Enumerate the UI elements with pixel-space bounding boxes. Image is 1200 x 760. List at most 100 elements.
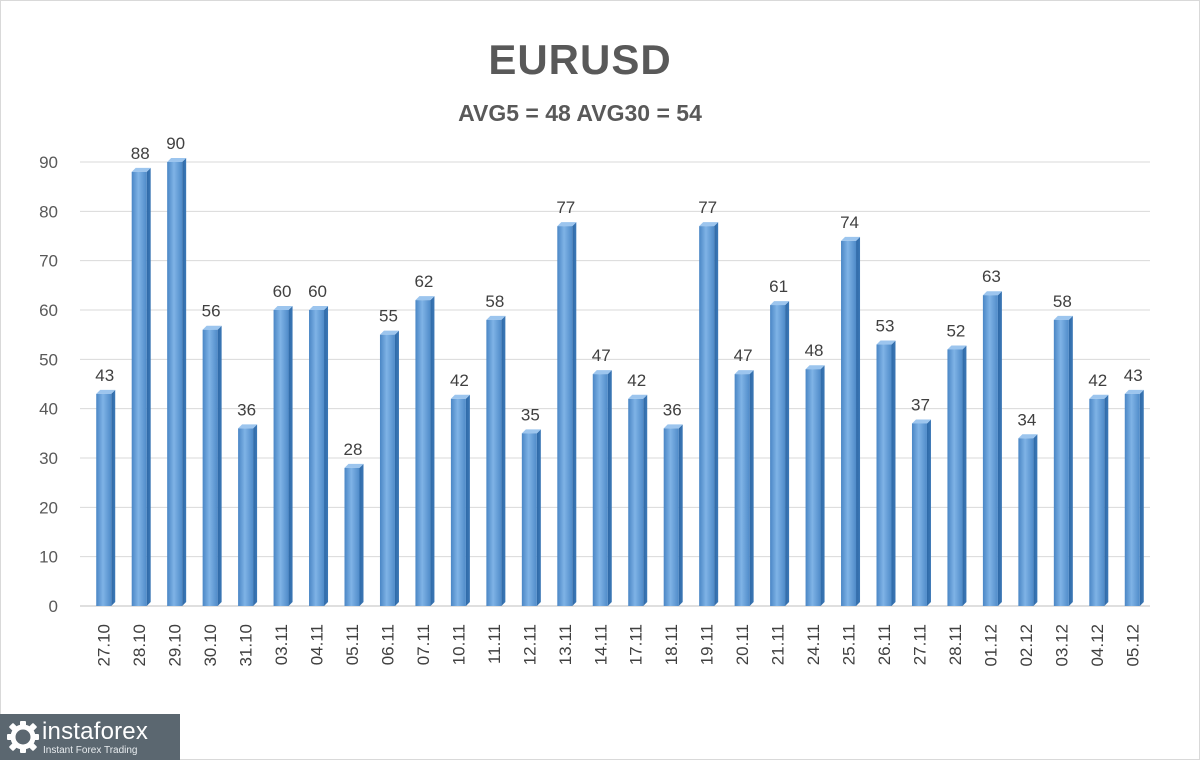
bar (1018, 434, 1038, 606)
y-tick-label: 60 (39, 301, 58, 320)
data-label: 47 (734, 346, 753, 365)
bar (167, 158, 187, 606)
data-label: 34 (1017, 410, 1036, 429)
data-label: 55 (379, 307, 398, 326)
x-tick-label: 03.12 (1052, 624, 1071, 667)
bar (841, 236, 861, 606)
x-tick-label: 27.11 (910, 624, 929, 665)
y-tick-label: 0 (49, 597, 58, 616)
data-labels: 43 88 90 56 36 60 60 28 55 62 42 58 35 77 47 42 36 77 47 61… (95, 134, 1142, 459)
data-label: 52 (946, 321, 965, 340)
data-label: 48 (805, 341, 824, 360)
bar (521, 429, 541, 606)
chart-title: EURUSD (488, 36, 672, 83)
x-tick-label: 26.11 (875, 624, 894, 665)
data-label: 77 (698, 198, 717, 217)
bar (663, 424, 683, 606)
data-label: 43 (1124, 366, 1143, 385)
x-tick-label: 10.11 (449, 624, 468, 665)
x-tick-label: 05.12 (1123, 624, 1142, 667)
bar (344, 463, 364, 606)
x-tick-label: 12.11 (520, 624, 539, 665)
x-tick-label: 21.11 (769, 624, 788, 665)
data-label: 28 (344, 440, 363, 459)
data-label: 74 (840, 213, 859, 232)
watermark-name: instaforex (42, 718, 149, 745)
bar (805, 365, 825, 606)
bar (202, 325, 222, 606)
y-tick-label: 40 (39, 400, 58, 419)
data-label: 62 (414, 272, 433, 291)
gear-logo-icon (7, 721, 39, 753)
data-label: 56 (202, 302, 221, 321)
x-tick-label: 24.11 (804, 624, 823, 665)
bar (238, 424, 258, 606)
data-label: 36 (237, 400, 256, 419)
x-tick-label: 28.10 (130, 624, 149, 667)
bar (379, 330, 399, 606)
bar (1053, 315, 1073, 606)
bar (699, 222, 719, 606)
x-tick-label: 06.11 (378, 624, 397, 665)
data-label: 60 (308, 282, 327, 301)
data-label: 77 (556, 198, 575, 217)
x-tick-label: 29.10 (166, 624, 185, 667)
bar (415, 296, 435, 606)
x-tick-label: 05.11 (343, 624, 362, 665)
data-label: 37 (911, 395, 930, 414)
x-tick-label: 20.11 (733, 624, 752, 665)
bar (131, 167, 151, 606)
data-label: 88 (131, 144, 150, 163)
bar (1089, 394, 1109, 606)
x-tick-label: 18.11 (662, 624, 681, 665)
data-label: 47 (592, 346, 611, 365)
bar (876, 340, 896, 606)
bars (96, 158, 1144, 606)
y-tick-label: 20 (39, 498, 58, 517)
bar (96, 389, 116, 606)
x-tick-label: 31.10 (237, 624, 256, 667)
x-tick-label: 11.11 (485, 624, 504, 664)
chart-subtitle: AVG5 = 48 AVG30 = 54 (458, 100, 702, 126)
bar (734, 370, 754, 606)
x-tick-label: 30.10 (201, 624, 220, 667)
data-label: 36 (663, 400, 682, 419)
bar (486, 315, 506, 606)
x-tick-label: 19.11 (698, 624, 717, 665)
x-tick-label: 02.12 (1017, 624, 1036, 667)
y-tick-label: 10 (39, 548, 58, 567)
x-tick-label: 27.10 (95, 624, 114, 667)
bar (1124, 389, 1144, 606)
x-axis: 27.10 28.10 29.10 30.10 31.10 03.11 04.11 05.11… (95, 624, 1143, 667)
bar (557, 222, 577, 606)
data-label: 35 (521, 405, 540, 424)
x-tick-label: 04.11 (308, 624, 327, 665)
y-axis: 0 10 20 30 40 50 60 70 80 90 (39, 153, 58, 616)
bar (982, 291, 1002, 606)
bar (911, 419, 931, 606)
bar (770, 301, 790, 606)
data-label: 90 (166, 134, 185, 153)
data-label: 60 (273, 282, 292, 301)
x-tick-label: 17.11 (627, 624, 646, 665)
data-label: 42 (1088, 371, 1107, 390)
x-tick-label: 13.11 (556, 624, 575, 665)
data-label: 42 (450, 371, 469, 390)
y-tick-label: 50 (39, 350, 58, 369)
data-label: 58 (485, 292, 504, 311)
y-tick-label: 80 (39, 202, 58, 221)
instaforex-watermark: instaforex Instant Forex Trading (0, 714, 180, 760)
x-tick-label: 07.11 (414, 624, 433, 665)
bar (592, 370, 612, 606)
x-tick-label: 14.11 (591, 624, 610, 665)
bar (628, 394, 648, 606)
bar (450, 394, 470, 606)
x-tick-label: 03.11 (272, 624, 291, 665)
y-tick-label: 70 (39, 252, 58, 271)
data-label: 63 (982, 267, 1001, 286)
bar (947, 345, 967, 606)
data-label: 61 (769, 277, 788, 296)
x-tick-label: 01.12 (981, 624, 1000, 667)
data-label: 43 (95, 366, 114, 385)
